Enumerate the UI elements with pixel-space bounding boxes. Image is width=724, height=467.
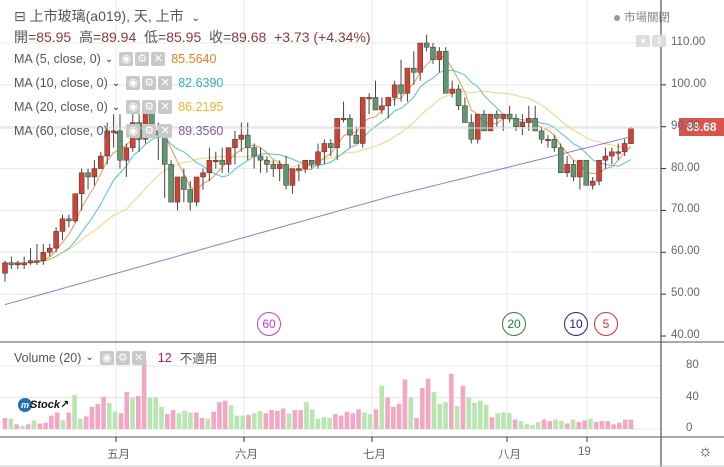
indicator-ma60[interactable]: MA (60, close, 0) ⌄ ◉ ⚙ ✕ 89.3560 (14, 124, 223, 138)
price-axis-tick: 100.00 (671, 77, 707, 90)
price-candles (2, 34, 634, 282)
scroll-down-icon[interactable]: ▾ (636, 35, 650, 47)
volume-value: 12 (157, 350, 172, 365)
close-icon[interactable]: ✕ (158, 124, 173, 138)
ohlc-row: 開=85.95 高=89.94 低=85.95 收=89.68 +3.73 (+… (14, 27, 371, 47)
indicator-label: MA (5, close, 0) (14, 52, 101, 66)
time-axis-tick: 八月 (498, 449, 521, 461)
gear-icon[interactable]: ⚙ (142, 124, 157, 138)
volume-axis-tick: 80 (686, 359, 699, 371)
indicator-ma10[interactable]: MA (10, close, 0) ⌄ ◉ ⚙ ✕ 82.6390 (14, 76, 223, 90)
close-label: 收= (209, 29, 232, 45)
indicator-value: 85.5640 (171, 52, 217, 66)
time-axis-tick: 七月 (363, 449, 386, 461)
market-status: 市場關閉 (614, 9, 670, 25)
close-icon[interactable]: ✕ (158, 100, 173, 114)
volume-axis-tick: 40 (686, 390, 699, 403)
time-axis-tick: 六月 (235, 449, 258, 461)
gear-icon[interactable]: ⚙ (142, 100, 157, 114)
indicator-ma20[interactable]: MA (20, close, 0) ⌄ ◉ ⚙ ✕ 86.2195 (14, 100, 223, 114)
low-label: 低= (144, 29, 167, 45)
high-label: 高= (79, 29, 102, 45)
ma-marker-20[interactable]: 20 (502, 312, 526, 336)
indicator-value: 89.3560 (178, 124, 224, 138)
volume-axis-tick: 0 (686, 422, 693, 434)
close-icon[interactable]: ✕ (131, 350, 146, 365)
volume-note: 不適用 (179, 352, 218, 366)
indicator-label: MA (60, close, 0) (14, 124, 108, 138)
time-axis-tick: 五月 (107, 449, 130, 461)
open-label: 開= (14, 29, 37, 45)
volume-bars (2, 358, 634, 429)
close-icon[interactable]: ✕ (158, 76, 173, 90)
open-value: 85.95 (36, 29, 72, 45)
ma-marker-10[interactable]: 10 (564, 312, 588, 336)
eye-icon[interactable]: ◉ (126, 124, 141, 138)
chevron-down-icon[interactable]: ⌄ (104, 53, 114, 65)
eye-icon[interactable]: ◉ (126, 100, 141, 114)
scale-toggle-icon[interactable]: ⇕ (652, 35, 666, 47)
price-axis-tick: 90.00 (671, 119, 700, 132)
price-axis-tick: 40.00 (671, 329, 700, 342)
price-axis-tick: 50.00 (671, 287, 700, 300)
gear-icon[interactable]: ⚙ (142, 76, 157, 90)
ma-marker-60[interactable]: 60 (257, 312, 281, 336)
time-axis-tick: 19 (578, 446, 591, 458)
moving-average-lines (4, 54, 632, 306)
collapse-icon[interactable]: ⊟ (14, 8, 26, 24)
eye-icon[interactable]: ◉ (99, 350, 114, 365)
scale-buttons: ▾ ⇕ (636, 35, 666, 47)
close-value: 89.68 (231, 29, 267, 45)
symbol-title-row: ⊟ 上市玻璃(a019), 天, 上市 ⌄ (14, 6, 206, 26)
indicator-ma5[interactable]: MA (5, close, 0) ⌄ ◉ ⚙ ✕ 85.5640 (14, 52, 216, 66)
indicator-label: MA (20, close, 0) (14, 100, 108, 114)
chevron-down-icon[interactable]: ⌄ (111, 77, 121, 89)
market-status-text: 市場關閉 (624, 12, 670, 24)
symbol-title[interactable]: 上市玻璃(a019), 天, 上市 (29, 8, 184, 24)
price-axis-tick: 110.00 (671, 36, 706, 48)
grid-lines (0, 0, 661, 437)
low-value: 85.95 (166, 29, 202, 45)
change-value: +3.73 (+4.34%) (274, 29, 371, 45)
price-axis-tick: 80.00 (671, 161, 700, 174)
gear-icon[interactable]: ⚙ (115, 350, 130, 365)
chevron-down-icon[interactable]: ⌄ (85, 352, 94, 363)
eye-icon[interactable]: ◉ (119, 52, 134, 66)
ma-marker-5[interactable]: 5 (594, 312, 618, 336)
price-axis-tick: 60.00 (671, 245, 700, 258)
indicator-value: 86.2195 (178, 100, 224, 114)
price-axis-tick: 70.00 (671, 203, 700, 216)
volume-legend[interactable]: Volume (20) ⌄ ◉ ⚙ ✕ 12 不適用 (14, 348, 217, 367)
indicator-label: MA (10, close, 0) (14, 76, 108, 90)
indicator-value: 82.6390 (178, 76, 224, 90)
high-value: 89.94 (101, 29, 137, 45)
chart-settings-icon[interactable]: ☼ (698, 443, 713, 460)
close-icon[interactable]: ✕ (151, 52, 166, 66)
logo-text: Stock (30, 399, 60, 411)
chevron-down-icon[interactable]: ⌄ (111, 125, 121, 137)
chevron-down-icon[interactable]: ⌄ (111, 101, 121, 113)
status-dot-icon (614, 14, 620, 21)
gear-icon[interactable]: ⚙ (135, 52, 150, 66)
eye-icon[interactable]: ◉ (126, 76, 141, 90)
chevron-down-icon[interactable]: ⌄ (191, 13, 200, 24)
logo-circle-icon: m (18, 398, 32, 412)
last-price-tag: 89.68 (679, 118, 724, 136)
cmoney-logo: mStock↗ (18, 398, 69, 412)
volume-label: Volume (20) (14, 350, 82, 365)
